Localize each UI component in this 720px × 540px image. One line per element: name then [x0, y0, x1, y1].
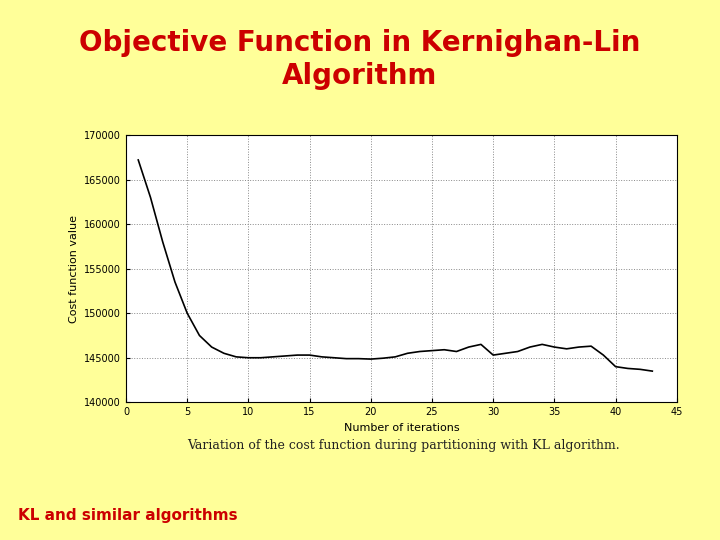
Text: Objective Function in Kernighan-Lin
Algorithm: Objective Function in Kernighan-Lin Algo… [79, 29, 641, 90]
Y-axis label: Cost function value: Cost function value [68, 214, 78, 322]
Text: Variation of the cost function during partitioning with KL algorithm.: Variation of the cost function during pa… [187, 439, 619, 452]
Text: KL and similar algorithms: KL and similar algorithms [17, 508, 238, 523]
X-axis label: Number of iterations: Number of iterations [343, 423, 459, 433]
